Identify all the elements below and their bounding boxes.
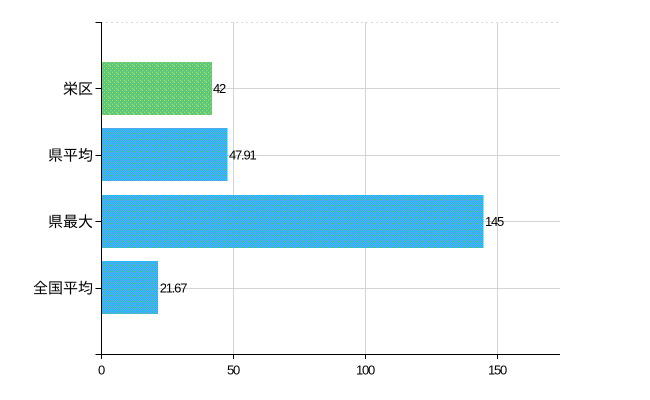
svg-text:47.91: 47.91 [229, 148, 257, 163]
svg-text:0: 0 [98, 363, 105, 378]
svg-text:145: 145 [485, 214, 504, 229]
svg-text:100: 100 [356, 363, 375, 378]
svg-text:50: 50 [227, 363, 240, 378]
svg-text:42: 42 [213, 81, 226, 96]
svg-text:150: 150 [488, 363, 507, 378]
svg-text:21.67: 21.67 [160, 280, 188, 295]
